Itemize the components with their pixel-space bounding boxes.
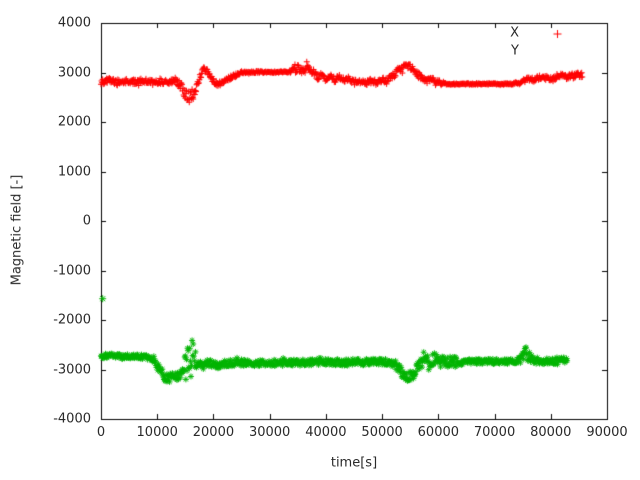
- y-tick-label: -3000: [53, 362, 91, 377]
- y-tick-label: 3000: [57, 65, 91, 80]
- y-tick-label: 1000: [57, 164, 91, 179]
- legend-entry-y-label: Y: [511, 43, 519, 59]
- legend-entry-x-label: X: [510, 25, 519, 41]
- y-tick-label: -4000: [53, 411, 91, 427]
- x-tick-label: 20000: [192, 425, 235, 440]
- x-tick-label: 70000: [473, 425, 516, 440]
- y-tick-label: 2000: [57, 114, 91, 130]
- x-tick-label: 40000: [305, 425, 347, 440]
- x-tick-label: 50000: [361, 425, 403, 440]
- x-tick-label: 0: [96, 425, 106, 440]
- y-tick-label: -1000: [53, 263, 91, 278]
- x-tick-label: 80000: [530, 425, 572, 440]
- y-tick-label: 4000: [57, 15, 91, 31]
- y-axis-title: Magnetic field [-]: [9, 174, 25, 286]
- x-tick-label: 10000: [136, 425, 178, 440]
- y-tick-label: -2000: [53, 312, 91, 328]
- x-tick-label: 60000: [417, 425, 460, 440]
- x-tick-label: 90000: [586, 425, 628, 440]
- x-tick-label: 30000: [248, 425, 291, 440]
- y-tick-label: 0: [82, 213, 91, 229]
- x-axis-title: time[s]: [330, 455, 378, 471]
